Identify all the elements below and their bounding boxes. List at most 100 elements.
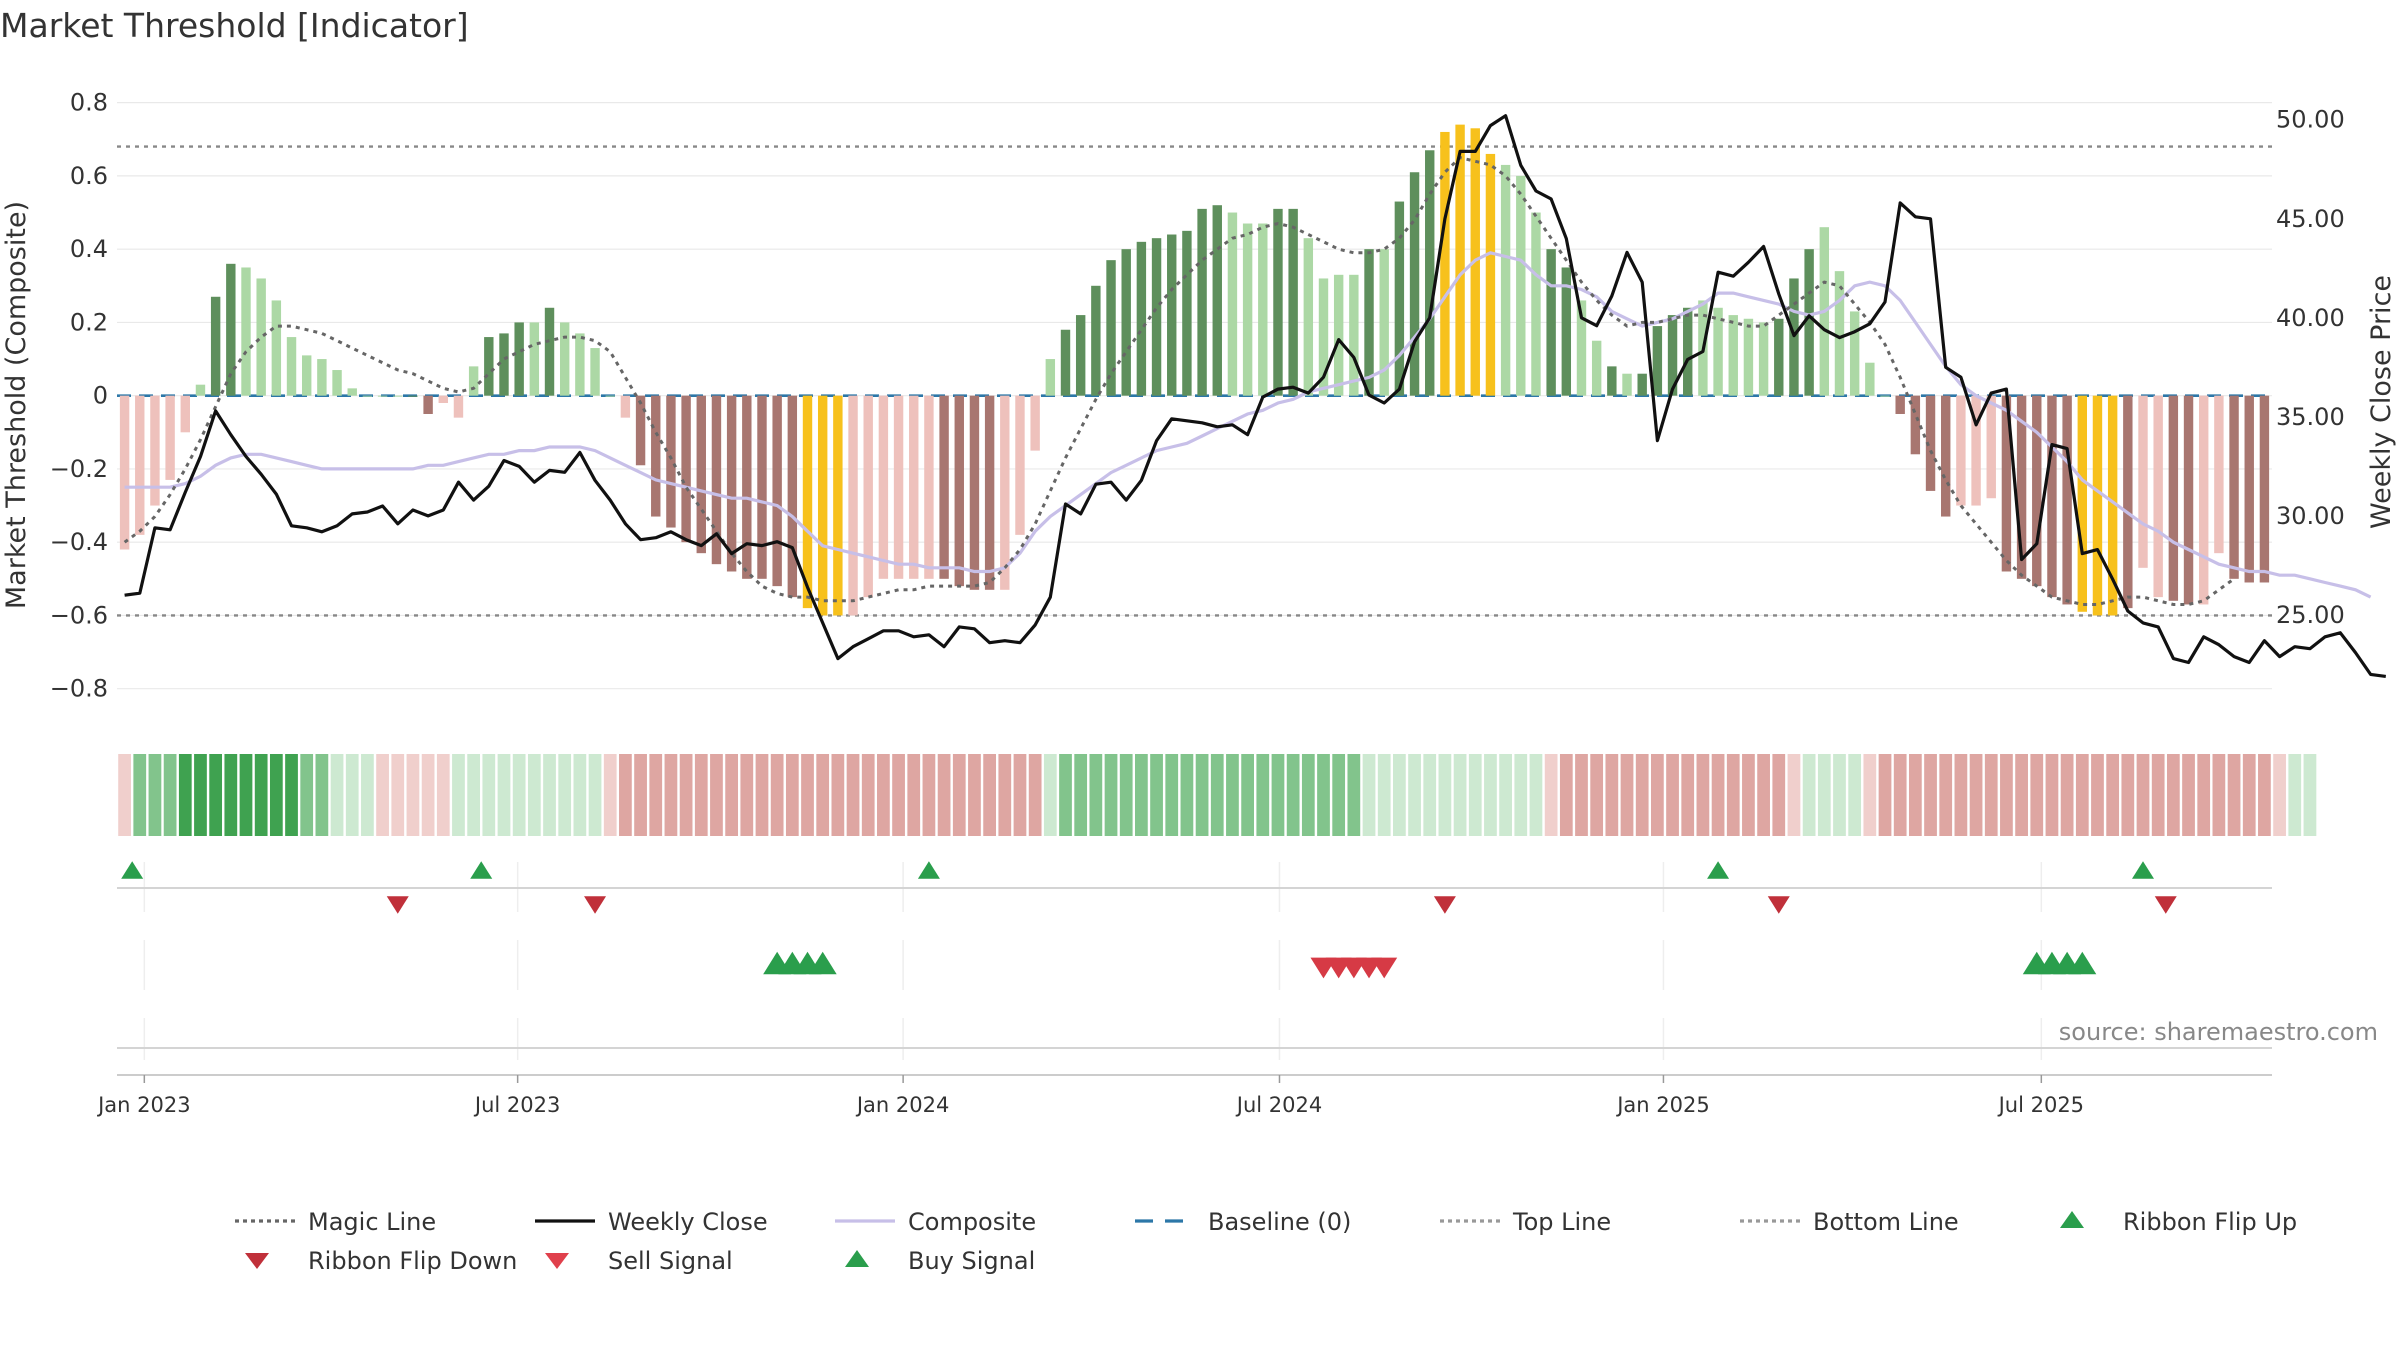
ribbon-cell xyxy=(543,754,556,836)
ribbon-cell xyxy=(634,754,647,836)
ribbon-cell xyxy=(1210,754,1224,836)
ribbon-cell xyxy=(1028,754,1042,836)
ribbon-cell xyxy=(1332,754,1346,836)
legend-label: Sell Signal xyxy=(608,1247,733,1275)
composite-bar xyxy=(2032,395,2042,587)
legend-label: Top Line xyxy=(1512,1208,1611,1236)
ribbon-cell xyxy=(1984,754,1998,836)
ribbon-cell xyxy=(1681,754,1695,836)
ribbon-flip-down-marker xyxy=(584,896,607,914)
ribbon-cell xyxy=(345,754,359,836)
ribbon-cell xyxy=(770,754,784,836)
signal-markers xyxy=(117,861,2272,1076)
ribbon-cell xyxy=(376,754,389,836)
ribbon-cell xyxy=(1468,754,1482,836)
composite-bar xyxy=(909,395,919,579)
ribbon-cell xyxy=(694,754,708,836)
composite-bar xyxy=(1500,164,1511,396)
ribbon-cell xyxy=(907,754,921,836)
composite-bar xyxy=(878,395,889,579)
y-tick-label: 0 xyxy=(93,382,108,410)
y2-ticks: 50.00 45.00 40.00 35.00 30.00 25.00 xyxy=(2276,106,2345,629)
ribbon-cell xyxy=(436,754,450,836)
ribbon-cell xyxy=(2136,754,2150,836)
ribbon-cell xyxy=(118,754,131,836)
composite-bar xyxy=(408,395,418,397)
ribbon-cell xyxy=(861,754,875,836)
ribbon-cell xyxy=(1119,754,1133,836)
ribbon-cell xyxy=(1605,754,1619,836)
ribbon-cell xyxy=(2075,754,2089,836)
composite-bar xyxy=(2214,395,2224,554)
composite-line xyxy=(124,251,2372,599)
ribbon-cell xyxy=(269,754,283,836)
composite-bar xyxy=(332,370,342,396)
ribbon-cell xyxy=(2060,754,2074,836)
ribbon-cell xyxy=(2121,754,2135,836)
ribbon-cell xyxy=(1620,754,1634,836)
ribbon-cell xyxy=(1575,754,1588,836)
composite-bar xyxy=(1212,205,1222,396)
ribbon-cell xyxy=(2015,754,2028,836)
composite-bar xyxy=(514,322,524,396)
ribbon-flip-up-marker xyxy=(2132,861,2155,879)
composite-bar xyxy=(1182,230,1192,396)
composite-bar xyxy=(1379,249,1389,396)
ribbon-cell xyxy=(1226,754,1239,836)
ribbon-cell xyxy=(816,754,830,836)
ribbon-cell xyxy=(1043,754,1057,836)
ribbon-cell xyxy=(2273,754,2286,836)
composite-bar xyxy=(271,300,282,396)
composite-bar xyxy=(833,395,843,616)
legend-label: Baseline (0) xyxy=(1208,1208,1351,1236)
ribbon-cell xyxy=(1559,754,1573,836)
composite-bar xyxy=(2199,395,2209,605)
composite-bar xyxy=(1880,395,1890,397)
composite-bar xyxy=(1333,274,1344,396)
ribbon-cell xyxy=(2258,754,2271,836)
composite-bar xyxy=(787,395,798,598)
composite-bar xyxy=(2138,395,2148,568)
ribbon-cell xyxy=(361,754,374,836)
composite-bar xyxy=(1728,315,1738,396)
x-tick-label: Jul 2024 xyxy=(1235,1093,1322,1117)
ribbon-cell xyxy=(725,754,739,836)
y2-tick-label: 50.00 xyxy=(2276,106,2345,134)
ribbon-cell xyxy=(1924,754,1937,836)
composite-bar xyxy=(681,395,691,543)
composite-bar xyxy=(1956,395,1966,506)
ribbon-cell xyxy=(1635,754,1649,836)
ribbon-cell xyxy=(1499,754,1512,836)
ribbon-cell xyxy=(512,754,526,836)
composite-bar xyxy=(453,395,464,418)
ribbon-cell xyxy=(679,754,693,836)
composite-bar xyxy=(924,395,934,579)
composite-bar xyxy=(1318,278,1329,396)
composite-bar xyxy=(1834,271,1845,396)
composite-bar xyxy=(711,395,722,565)
y-tick-label: −0.8 xyxy=(50,675,108,703)
composite-bar xyxy=(2229,395,2239,579)
ribbon-cell xyxy=(1711,754,1725,836)
ribbon-cell xyxy=(573,754,587,836)
ribbon-cell xyxy=(1438,754,1452,836)
ribbon-cell xyxy=(755,754,769,836)
ribbon-cell xyxy=(406,754,420,836)
composite-bar xyxy=(1971,395,1981,506)
ribbon-cell xyxy=(1848,754,1862,836)
composite-bar xyxy=(1121,249,1131,396)
composite-bar xyxy=(2259,395,2270,583)
composite-bar xyxy=(2077,395,2088,612)
ribbon-cell xyxy=(968,754,981,836)
composite-bar xyxy=(1849,311,1860,396)
composite-bar xyxy=(1030,395,1040,451)
composite-bar xyxy=(1364,249,1374,396)
ribbon-cell xyxy=(421,754,435,836)
composite-bar xyxy=(742,395,752,579)
ribbon-cell xyxy=(846,754,860,836)
composite-bar xyxy=(2244,395,2254,583)
composite-bar xyxy=(1197,208,1207,396)
ribbon-cell xyxy=(831,754,845,836)
composite-bar xyxy=(984,395,995,590)
